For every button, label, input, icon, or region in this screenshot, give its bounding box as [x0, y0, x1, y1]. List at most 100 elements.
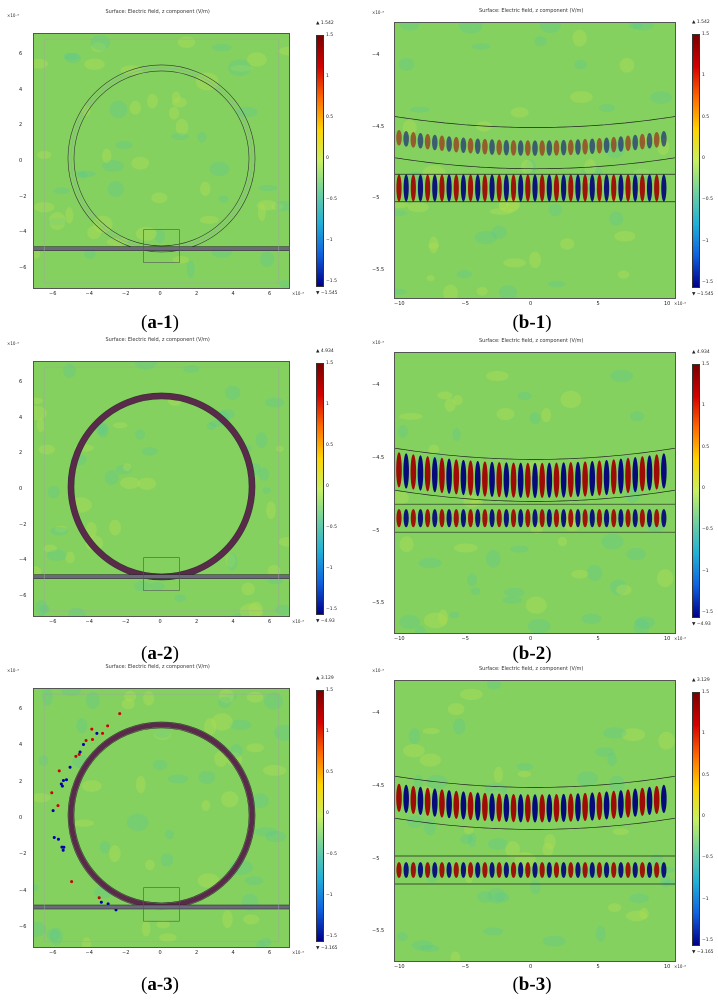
scatter-spot	[99, 900, 103, 904]
x-tick-label: 4	[231, 619, 235, 625]
colorbar-min-label: ▼ −1.545	[316, 291, 338, 296]
ring-field-lobe	[539, 140, 545, 156]
ring-field-lobe	[460, 459, 467, 496]
pml-boundary	[43, 366, 280, 612]
noise-blob	[274, 200, 289, 212]
noise-blob	[639, 907, 649, 920]
waveguide-field-lobe	[467, 509, 474, 528]
y-tick-label: −4	[19, 557, 27, 564]
noise-blob	[43, 544, 58, 553]
pml-boundary	[43, 693, 280, 943]
scatter-spot	[101, 731, 105, 735]
bus-waveguide	[34, 246, 289, 251]
ring-field-lobe	[632, 788, 639, 817]
noise-blob	[228, 59, 252, 77]
waveguide-field-lobe	[661, 174, 667, 202]
noise-blob	[218, 689, 234, 704]
noise-blob	[274, 724, 289, 741]
waveguide-field-lobe	[496, 509, 502, 528]
noise-blob	[547, 280, 566, 288]
scatter-spot	[59, 782, 63, 786]
noise-blob	[38, 444, 55, 455]
waveguide-field-lobe	[532, 174, 538, 202]
waveguide-field-lobe	[646, 862, 653, 878]
noise-blob	[256, 200, 278, 211]
ring-field-lobe	[446, 458, 452, 494]
noise-blob	[489, 208, 514, 215]
noise-blob	[475, 121, 492, 132]
waveguide-field-lobe	[561, 509, 567, 528]
noise-blob	[414, 774, 423, 790]
noise-blob	[104, 470, 119, 486]
noise-blob	[232, 612, 256, 616]
noise-blob	[102, 160, 125, 172]
noise-blob	[137, 477, 157, 490]
waveguide-field-lobe	[503, 509, 509, 528]
noise-blob	[635, 616, 655, 629]
noise-blob	[571, 569, 589, 579]
noise-blob	[107, 181, 124, 198]
noise-blob	[195, 72, 219, 91]
ring-field-lobe	[474, 792, 481, 821]
noise-blob	[505, 841, 521, 858]
noise-blob	[422, 727, 440, 735]
ring-field-lobe	[610, 459, 617, 495]
waveguide-field-lobe	[403, 509, 409, 528]
scatter-spot	[52, 835, 56, 839]
waveguide-field-lobe	[596, 862, 603, 878]
y-axis-exponent: ×10⁻⁵	[7, 668, 20, 673]
x-tick-label: 0	[529, 636, 533, 642]
noise-blob	[46, 928, 60, 941]
waveguide-field-lobe	[582, 509, 588, 528]
noise-blob	[229, 719, 252, 731]
noise-blob	[279, 46, 289, 56]
noise-blob	[124, 690, 137, 702]
noise-blob	[112, 422, 128, 429]
noise-blob	[251, 793, 270, 808]
noise-blob	[221, 791, 239, 808]
colorbar-tick-label: 0.5	[702, 772, 710, 778]
noise-blob	[230, 64, 253, 72]
waveguide-field-lobe	[532, 862, 538, 878]
noise-blob	[199, 181, 211, 196]
noise-blob	[264, 397, 285, 408]
waveguide-field-lobe	[453, 509, 459, 528]
ring-field-lobe	[396, 129, 402, 146]
x-tick-label: −6	[49, 950, 57, 956]
colorbar-tick-label: 1.5	[702, 32, 710, 37]
ring-field-lobe	[560, 793, 567, 823]
ring-field-lobe	[603, 137, 610, 154]
noise-blob	[529, 251, 542, 269]
noise-blob	[141, 920, 151, 937]
ring-field-lobe	[553, 462, 560, 498]
colorbar-tick-label: 0	[326, 484, 329, 489]
noise-blob	[527, 618, 551, 633]
ring-field-lobe	[603, 791, 610, 820]
ring-field-lobe	[625, 789, 631, 818]
noise-blob	[73, 819, 94, 827]
y-tick-label: 4	[19, 86, 23, 93]
noise-blob	[76, 718, 88, 734]
ring-field-lobe	[553, 794, 560, 823]
ring-field-lobe	[417, 132, 424, 149]
ring-field-lobe	[546, 140, 553, 156]
noise-blob	[246, 743, 264, 753]
colorbar-min-label: ▼ −1.545	[692, 292, 714, 297]
noise-blob	[485, 549, 501, 568]
noise-blob	[209, 420, 224, 428]
noise-blob	[239, 603, 262, 616]
ring-field-lobe	[646, 786, 653, 816]
noise-blob	[259, 251, 275, 267]
noise-blob	[263, 692, 284, 710]
colorbar	[316, 35, 324, 287]
ring-field-lobe	[503, 139, 510, 156]
y-axis-exponent: ×10⁻⁵	[372, 340, 385, 345]
noise-blob	[453, 543, 478, 553]
noise-blob	[619, 57, 635, 73]
panel-caption: (b-1)	[472, 312, 592, 334]
noise-blob	[81, 105, 91, 117]
noise-blob	[607, 752, 617, 767]
noise-blob	[115, 464, 133, 475]
noise-blob	[226, 693, 237, 701]
noise-blob	[456, 270, 472, 279]
